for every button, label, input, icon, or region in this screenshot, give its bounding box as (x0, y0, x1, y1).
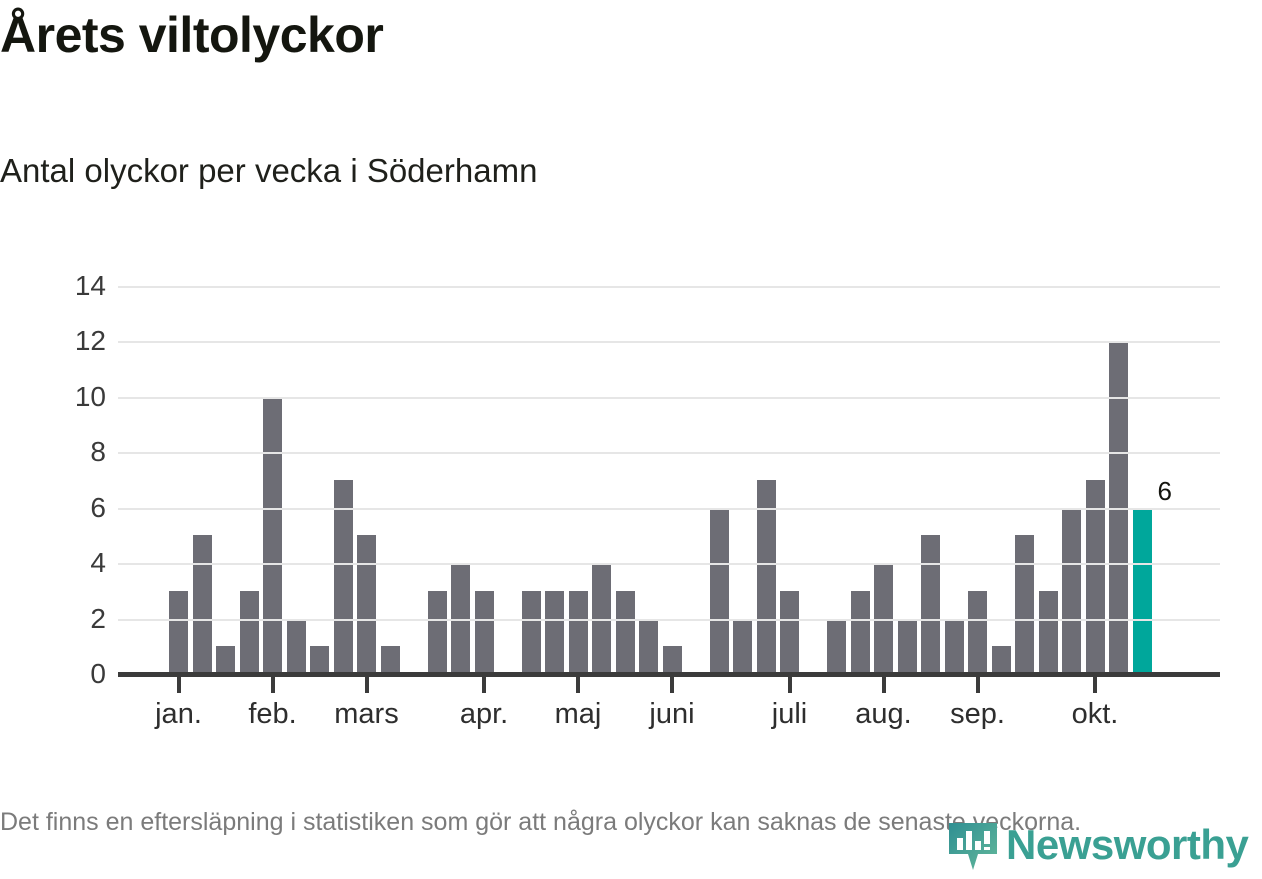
bar-value-label: 6 (1157, 475, 1172, 506)
x-axis-tick-label: mars (334, 698, 399, 730)
gridline (118, 507, 1220, 510)
bar[interactable] (1062, 507, 1081, 674)
newsworthy-shield-bars-icon (946, 820, 1000, 874)
y-axis-tick-label: 0 (90, 658, 106, 689)
x-axis-tick-label: jan. (155, 698, 202, 730)
y-axis-tick-label: 2 (90, 602, 106, 634)
bar-chart: jan. feb. mars apr. maj juni juli aug. sep. okt. … (0, 236, 1262, 730)
y-axis-tick-label: 8 (90, 436, 106, 468)
plot-area (118, 258, 1220, 674)
y-axis-tick-label: 14 (74, 269, 106, 301)
bar[interactable] (333, 479, 353, 674)
bar[interactable] (568, 590, 588, 674)
bar[interactable] (545, 590, 564, 674)
y-axis-tick-label: 4 (90, 547, 106, 579)
y-axis-tick-label: 10 (74, 380, 106, 412)
bar[interactable] (1038, 590, 1058, 674)
bar[interactable] (639, 618, 658, 674)
bar[interactable] (756, 479, 776, 674)
x-axis-tick-mark (364, 677, 369, 693)
bar[interactable] (1015, 535, 1034, 674)
bar[interactable] (850, 590, 870, 674)
bar[interactable] (474, 590, 494, 674)
x-axis-tick-label: okt. (1071, 698, 1119, 730)
bar[interactable] (780, 590, 799, 674)
bar[interactable] (380, 646, 400, 674)
bar[interactable] (1085, 479, 1105, 674)
bar[interactable] (521, 590, 541, 674)
x-axis-tick-mark (975, 677, 980, 693)
footnote: Det finns en eftersläpning i statistiken… (0, 808, 1082, 836)
x-axis-tick-mark (482, 677, 486, 693)
x-axis-tick-label: apr. (459, 698, 509, 730)
x-axis-tick-label: feb. (248, 698, 297, 730)
bar[interactable] (733, 618, 752, 674)
y-axis-tick-label: 6 (90, 491, 106, 523)
bar[interactable] (286, 618, 306, 674)
page-title: Årets viltolyckor (0, 7, 384, 63)
x-axis-tick-mark (576, 677, 580, 693)
x-axis-tick-mark (1093, 677, 1097, 693)
gridline (118, 341, 1220, 344)
bar[interactable] (239, 590, 259, 674)
newsworthy-wordmark: Newsworthy (1006, 821, 1249, 868)
bar-series (118, 258, 1220, 674)
x-axis-tick-mark (881, 677, 886, 693)
bar-highlighted[interactable] (1132, 507, 1152, 674)
bar[interactable] (709, 507, 729, 674)
bar[interactable] (192, 535, 212, 674)
x-axis-tick-label: juni (649, 698, 695, 730)
chart-subtitle: Antal olyckor per vecka i Söderhamn (0, 152, 538, 189)
x-axis-tick-label: sep. (950, 698, 1005, 730)
x-axis-tick-mark (787, 677, 792, 693)
bar[interactable] (216, 646, 235, 674)
gridline (118, 618, 1220, 621)
bar[interactable] (827, 618, 846, 674)
x-axis-tick-label: aug. (855, 698, 912, 730)
gridline (118, 285, 1220, 288)
x-axis-tick-mark (670, 677, 674, 693)
gridline (118, 452, 1220, 455)
bar[interactable] (944, 618, 964, 674)
gridline (118, 563, 1220, 566)
bar[interactable] (991, 646, 1011, 674)
bar[interactable] (615, 590, 635, 674)
bar[interactable] (169, 590, 188, 674)
x-axis-tick-mark (270, 677, 275, 693)
bar[interactable] (357, 535, 376, 674)
bar[interactable] (662, 646, 682, 674)
bar[interactable] (427, 590, 447, 674)
bar[interactable] (310, 646, 329, 674)
bar[interactable] (968, 590, 987, 674)
bar[interactable] (921, 535, 940, 674)
x-axis-line (118, 672, 1220, 677)
gridline (118, 396, 1220, 399)
x-axis-tick-label: juli (771, 698, 808, 730)
bar[interactable] (263, 396, 282, 674)
x-axis-tick-mark (176, 677, 181, 693)
bar[interactable] (897, 618, 917, 674)
x-axis-tick-label: maj (554, 698, 602, 730)
y-axis-tick-label: 12 (74, 325, 106, 357)
newsworthy-logo: Newsworthy (946, 818, 1252, 874)
